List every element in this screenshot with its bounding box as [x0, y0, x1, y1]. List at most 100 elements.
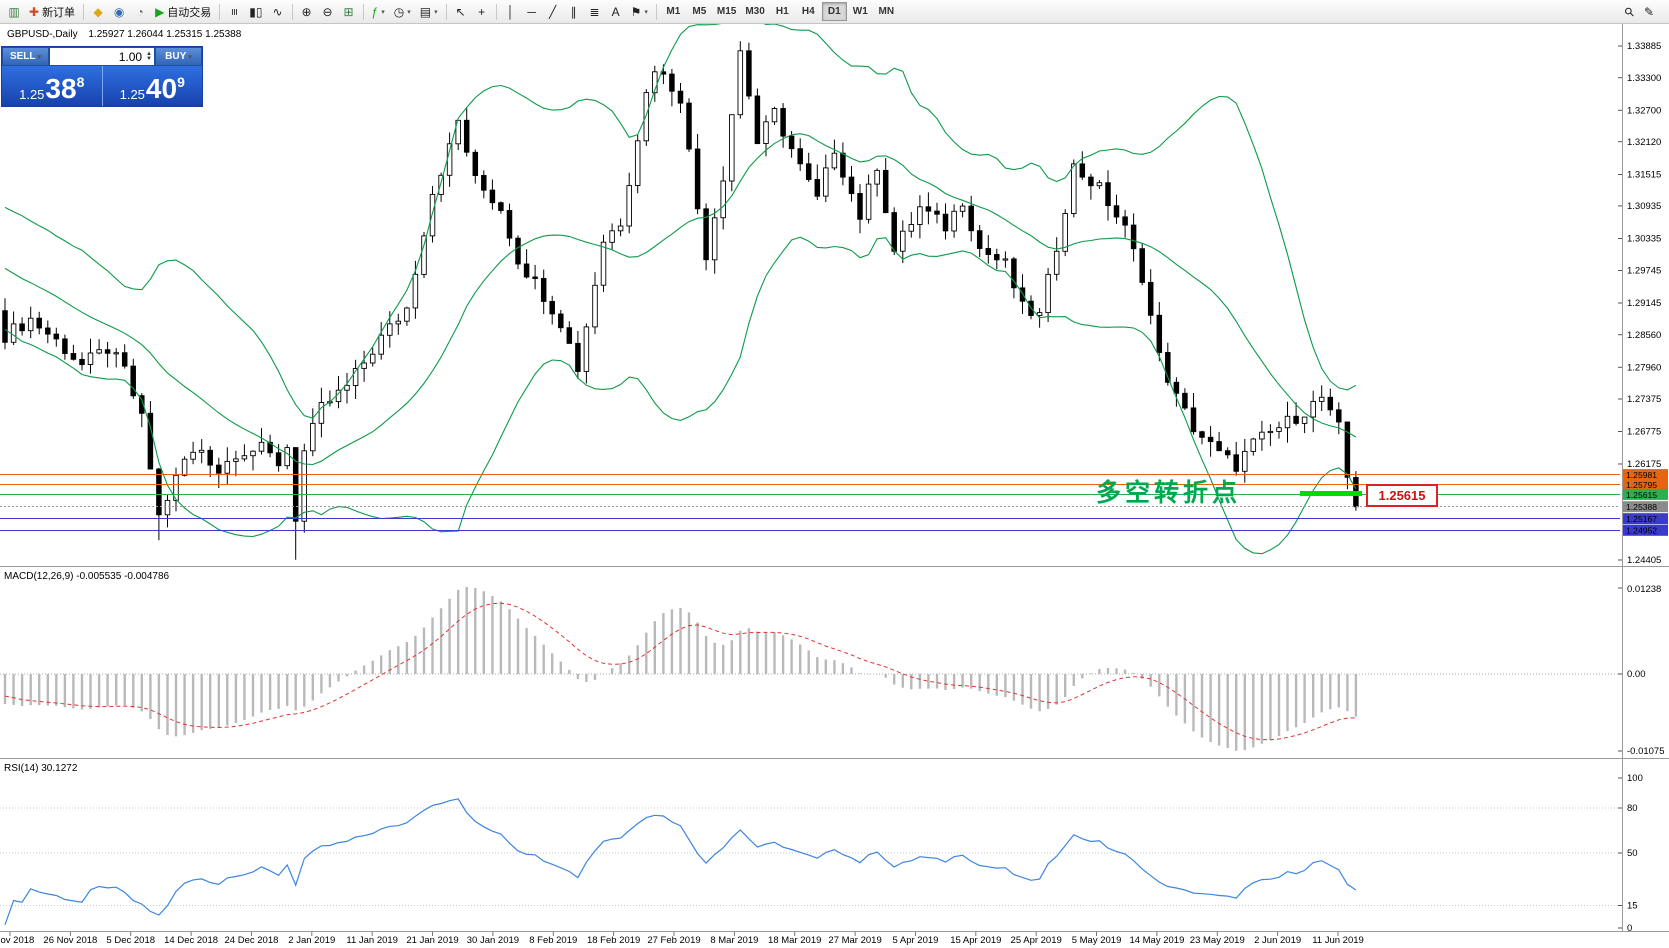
vertical-line-icon: │: [506, 4, 515, 19]
vertical-line-icon[interactable]: │: [501, 2, 521, 22]
sell-dropdown-button[interactable]: SELL ▾: [2, 47, 49, 66]
data-window-icon[interactable]: ◉: [109, 2, 129, 22]
zoom-in-icon[interactable]: ⊕: [297, 2, 317, 22]
svg-text:5 Dec 2018: 5 Dec 2018: [106, 935, 155, 946]
caret-down-icon: ▾: [188, 53, 192, 61]
horizontal-levels: [0, 474, 1620, 531]
price-callout-label: 1.25615: [1366, 484, 1438, 507]
new-order-button[interactable]: ✚ 新订单: [25, 2, 79, 22]
svg-text:15 Apr 2019: 15 Apr 2019: [950, 935, 1001, 946]
timeframe-button-W1[interactable]: W1: [848, 2, 873, 21]
search-button[interactable]: ⚲: [1619, 2, 1639, 22]
strategy-tester-icon: ◔: [136, 4, 144, 19]
charts-toggle-icon[interactable]: ▥: [4, 2, 24, 22]
svg-text:1.29745: 1.29745: [1627, 266, 1661, 277]
strategy-tester-icon[interactable]: ◔: [130, 2, 150, 22]
volume-input[interactable]: 1.00 ▲ ▼: [49, 47, 155, 66]
svg-text:1.30335: 1.30335: [1627, 234, 1661, 245]
svg-text:18 Feb 2019: 18 Feb 2019: [587, 935, 640, 946]
timeframe-button-M15[interactable]: M15: [713, 2, 740, 21]
svg-text:1.32700: 1.32700: [1627, 105, 1661, 116]
arrows-icon[interactable]: ⚑ ▾: [627, 2, 652, 22]
timeframe-button-MN[interactable]: MN: [874, 2, 899, 21]
volume-value: 1.00: [118, 49, 143, 64]
periods-icon[interactable]: ◷ ▾: [390, 2, 415, 22]
indicators-icon: ƒ: [371, 4, 379, 19]
toolbar-right-group: ⚲ ✎: [1619, 2, 1659, 22]
rsi-panel: RSI(14) 30.1272 100 80 50 15 0: [0, 763, 1643, 934]
autotrading-icon: ▶: [155, 4, 165, 19]
channel-icon[interactable]: ∥: [564, 2, 584, 22]
svg-text:24 Dec 2018: 24 Dec 2018: [225, 935, 279, 946]
timeframe-button-M1[interactable]: M1: [661, 2, 686, 21]
svg-text:RSI(14) 30.1272: RSI(14) 30.1272: [4, 763, 78, 774]
svg-text:15: 15: [1627, 901, 1638, 912]
sell-label: SELL: [9, 51, 36, 62]
svg-text:8 Feb 2019: 8 Feb 2019: [529, 935, 577, 946]
line-chart-icon[interactable]: ∿: [268, 2, 288, 22]
market-watch-icon[interactable]: ◆: [88, 2, 108, 22]
indicators-icon[interactable]: ƒ ▾: [368, 2, 389, 22]
svg-text:1.33885: 1.33885: [1627, 41, 1661, 52]
svg-text:25 Apr 2019: 25 Apr 2019: [1011, 935, 1062, 946]
svg-text:0: 0: [1627, 923, 1632, 934]
sell-price-pips: 38: [45, 73, 77, 105]
trade-prices-row: 1.25 38 8 1.25 40 9: [2, 66, 202, 106]
bar-chart-icon: ≡: [227, 7, 242, 16]
market-watch-icon: ◆: [93, 4, 103, 19]
svg-text:1.31515: 1.31515: [1627, 170, 1661, 181]
svg-text:14 May 2019: 14 May 2019: [1129, 935, 1184, 946]
timeframe-button-D1[interactable]: D1: [821, 2, 847, 21]
fibonacci-icon[interactable]: ≣: [585, 2, 605, 22]
cursor-icon[interactable]: ↖: [451, 2, 471, 22]
templates-icon: ▤: [419, 4, 432, 19]
edit-icon: ✎: [1643, 4, 1655, 19]
autotrading-button[interactable]: ▶ 自动交易: [151, 2, 215, 22]
buy-dropdown-button[interactable]: BUY ▾: [155, 47, 202, 66]
bar-chart-icon[interactable]: ≡: [224, 2, 244, 22]
text-icon: A: [611, 4, 620, 19]
timeframe-button-H1[interactable]: H1: [770, 2, 795, 21]
caret-down-icon: ▾: [407, 8, 411, 16]
volume-up-icon[interactable]: ▲: [146, 50, 152, 57]
svg-text:1.27375: 1.27375: [1627, 394, 1661, 405]
templates-icon[interactable]: ▤ ▾: [416, 2, 442, 22]
tile-windows-icon[interactable]: ⊞: [339, 2, 359, 22]
toolbar-separator: [655, 3, 657, 20]
buy-label: BUY: [165, 51, 187, 62]
caret-down-icon: ▾: [644, 8, 648, 16]
caret-down-icon: ▾: [37, 53, 42, 61]
svg-text:1.24952: 1.24952: [1626, 526, 1657, 536]
svg-text:80: 80: [1627, 803, 1638, 814]
candlestick-chart-icon[interactable]: ▮▯: [245, 2, 266, 22]
sell-price-button[interactable]: 1.25 38 8: [2, 66, 102, 106]
zoom-out-icon[interactable]: ⊖: [318, 2, 338, 22]
fibonacci-icon: ≣: [589, 4, 600, 19]
candlestick-chart-icon: ▮▯: [249, 4, 263, 19]
channel-icon: ∥: [570, 4, 577, 19]
text-icon[interactable]: A: [606, 2, 626, 22]
timeframe-button-H4[interactable]: H4: [796, 2, 821, 21]
toolbar: ▥ ✚ 新订单 ◆ ◉ ◔ ▶ 自动交易 ≡ ▮▯ ∿ ⊕ ⊖ ⊞ ƒ ▾ ◷ ▾ ▤ ▾ ↖ + │ ─ ╱ ∥ ≣ A ⚑ ▾ M1 M5…: [0, 0, 1669, 24]
edit-button[interactable]: ✎: [1639, 2, 1659, 22]
svg-text:50: 50: [1627, 848, 1638, 859]
buy-price-button[interactable]: 1.25 40 9: [103, 66, 203, 106]
zoom-out-icon: ⊖: [322, 4, 333, 19]
volume-down-icon[interactable]: ▼: [146, 55, 152, 62]
timeframe-button-M30[interactable]: M30: [741, 2, 768, 21]
macd-histogram: [3, 587, 1358, 751]
svg-text:2 Jan 2019: 2 Jan 2019: [288, 935, 335, 946]
svg-text:8 Mar 2019: 8 Mar 2019: [710, 935, 758, 946]
new-order-icon: ✚: [29, 4, 40, 19]
horizontal-line-icon[interactable]: ─: [522, 2, 542, 22]
trendline-icon[interactable]: ╱: [543, 2, 563, 22]
timeframe-button-M5[interactable]: M5: [687, 2, 712, 21]
crosshair-icon[interactable]: +: [472, 2, 492, 22]
svg-text:1.25981: 1.25981: [1626, 470, 1657, 480]
chart-title: GBPUSD-,Daily 1.25927 1.26044 1.25315 1.…: [7, 29, 241, 40]
svg-text:1.26775: 1.26775: [1627, 427, 1661, 438]
horizontal-line-icon: ─: [527, 4, 536, 19]
svg-text:1.25795: 1.25795: [1626, 480, 1657, 490]
new-order-button-label: 新订单: [42, 6, 76, 19]
